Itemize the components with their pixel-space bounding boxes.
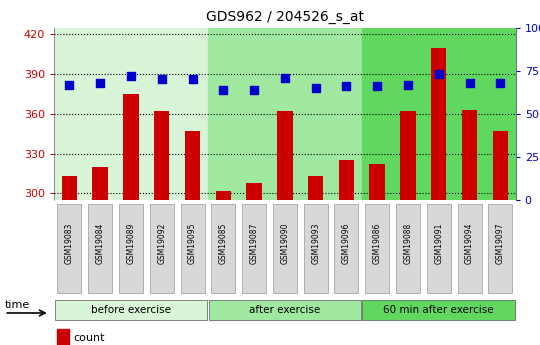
Text: GSM19090: GSM19090 [280,223,289,264]
Point [219,87,227,92]
Text: GSM19087: GSM19087 [249,223,259,264]
Bar [277,111,293,200]
Point [188,77,197,82]
FancyBboxPatch shape [180,204,205,293]
Text: before exercise: before exercise [91,305,171,315]
FancyBboxPatch shape [150,204,174,293]
Bar [339,160,354,200]
Bar [215,191,231,200]
Bar [123,94,139,200]
Point [311,85,320,91]
Bar [369,164,385,200]
Point [126,73,135,79]
FancyBboxPatch shape [488,204,512,293]
Bar [246,183,262,200]
Text: 60 min after exercise: 60 min after exercise [383,305,494,315]
Text: GSM19084: GSM19084 [96,223,105,264]
Text: GSM19086: GSM19086 [373,223,382,264]
Text: GSM19096: GSM19096 [342,223,351,264]
Text: GSM19088: GSM19088 [403,223,413,264]
Bar [54,28,208,200]
Point [434,71,443,77]
Point [496,80,504,86]
Text: GSM19083: GSM19083 [65,223,74,264]
FancyBboxPatch shape [208,299,361,320]
FancyBboxPatch shape [362,299,515,320]
Text: GSM19092: GSM19092 [157,223,166,264]
Text: GSM19097: GSM19097 [496,223,505,264]
Point [342,83,350,89]
Text: GSM19095: GSM19095 [188,223,197,264]
Text: after exercise: after exercise [249,305,320,315]
Point [96,80,104,86]
FancyBboxPatch shape [273,204,297,293]
Point [373,83,381,89]
Bar [208,28,362,200]
Text: GSM19094: GSM19094 [465,223,474,264]
FancyBboxPatch shape [55,299,207,320]
Bar [492,131,508,200]
Text: GSM19089: GSM19089 [126,223,136,264]
Bar [400,111,416,200]
Bar [431,48,447,200]
Bar [308,176,323,200]
Point [157,77,166,82]
Text: GSM19085: GSM19085 [219,223,228,264]
Bar [462,110,477,200]
FancyBboxPatch shape [211,204,235,293]
Bar [92,167,108,200]
Text: time: time [4,300,30,310]
FancyBboxPatch shape [119,204,143,293]
Bar [62,176,77,200]
Point [249,87,258,92]
Point [465,80,474,86]
Point [403,82,412,87]
Text: GSM19091: GSM19091 [434,223,443,264]
FancyBboxPatch shape [334,204,359,293]
FancyBboxPatch shape [427,204,451,293]
FancyBboxPatch shape [457,204,482,293]
Text: GSM19093: GSM19093 [311,223,320,264]
FancyBboxPatch shape [88,204,112,293]
Bar [57,329,69,345]
Point [281,75,289,80]
Point [65,82,73,87]
FancyBboxPatch shape [242,204,266,293]
Text: count: count [73,333,105,343]
FancyBboxPatch shape [303,204,328,293]
Bar [154,111,170,200]
Title: GDS962 / 204526_s_at: GDS962 / 204526_s_at [206,10,364,24]
FancyBboxPatch shape [365,204,389,293]
Bar [362,28,516,200]
FancyBboxPatch shape [396,204,420,293]
FancyBboxPatch shape [57,204,82,293]
Bar [185,131,200,200]
